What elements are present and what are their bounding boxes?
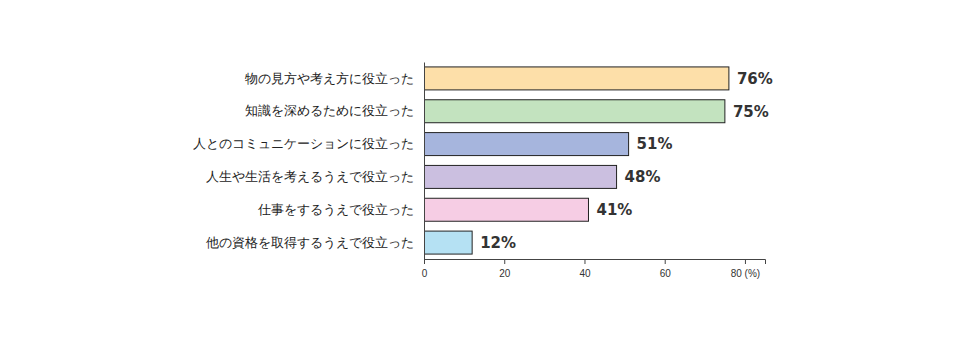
x-tick-label: 40	[579, 268, 591, 279]
x-tick-mark	[424, 259, 425, 264]
chart: 0 20 40 60 80 (%) 物の見方や考え方に役立った知識を深めるために役立った人…	[0, 0, 966, 340]
data-label: 76%	[737, 70, 773, 88]
x-tick-mark	[665, 259, 666, 264]
y-axis-line	[424, 63, 425, 260]
bar	[424, 133, 629, 156]
data-label: 41%	[596, 201, 632, 219]
x-tick-mark	[584, 259, 585, 264]
x-axis: 0 20 40 60 80 (%)	[422, 259, 766, 279]
x-tick-label: 60	[660, 268, 672, 279]
category-label: 他の資格を取得するうえで役立った	[206, 235, 414, 250]
category-label: 人とのコミュニケーションに役立った	[193, 136, 414, 151]
x-tick-mark	[504, 259, 505, 264]
data-label: 48%	[625, 168, 661, 186]
y-tick: 他の資格を取得するうえで役立った	[206, 235, 424, 250]
x-tick-label: 20	[499, 268, 511, 279]
data-label: 75%	[733, 103, 769, 121]
x-tick-label: 80 (%)	[731, 268, 760, 279]
bar	[424, 100, 725, 123]
y-axis: 物の見方や考え方に役立った知識を深めるために役立った人とのコミュニケーションに役…	[193, 63, 425, 260]
category-label: 仕事をするうえで役立った	[257, 202, 414, 217]
category-label: 知識を深めるために役立った	[245, 103, 414, 118]
y-tick: 知識を深めるために役立った	[245, 103, 424, 118]
x-tick: 60	[660, 259, 672, 279]
y-tick: 仕事をするうえで役立った	[257, 202, 424, 217]
x-tick-label: 0	[422, 268, 428, 279]
data-labels: 76% 75% 51% 48% 41% 12%	[480, 70, 773, 252]
data-label: 12%	[480, 234, 516, 252]
category-label: 人生や生活を考えるうえで役立った	[206, 169, 414, 184]
y-tick: 人生や生活を考えるうえで役立った	[206, 169, 424, 184]
bar	[424, 231, 472, 254]
x-tick: 20	[499, 259, 511, 279]
bar	[424, 165, 617, 188]
x-tick: 0	[422, 259, 428, 279]
y-tick: 物の見方や考え方に役立った	[245, 71, 424, 86]
data-label: 51%	[637, 135, 673, 153]
x-tick: 80 (%)	[731, 259, 760, 279]
bars	[424, 67, 729, 254]
bar	[424, 67, 729, 90]
y-tick: 人とのコミュニケーションに役立った	[193, 136, 424, 151]
x-tick: 40	[579, 259, 591, 279]
x-axis-line	[425, 260, 766, 265]
plot: 0 20 40 60 80 (%) 物の見方や考え方に役立った知識を深めるために役立った人…	[193, 63, 773, 280]
x-tick-mark	[745, 259, 746, 264]
bar	[424, 198, 588, 221]
category-label: 物の見方や考え方に役立った	[245, 71, 414, 86]
